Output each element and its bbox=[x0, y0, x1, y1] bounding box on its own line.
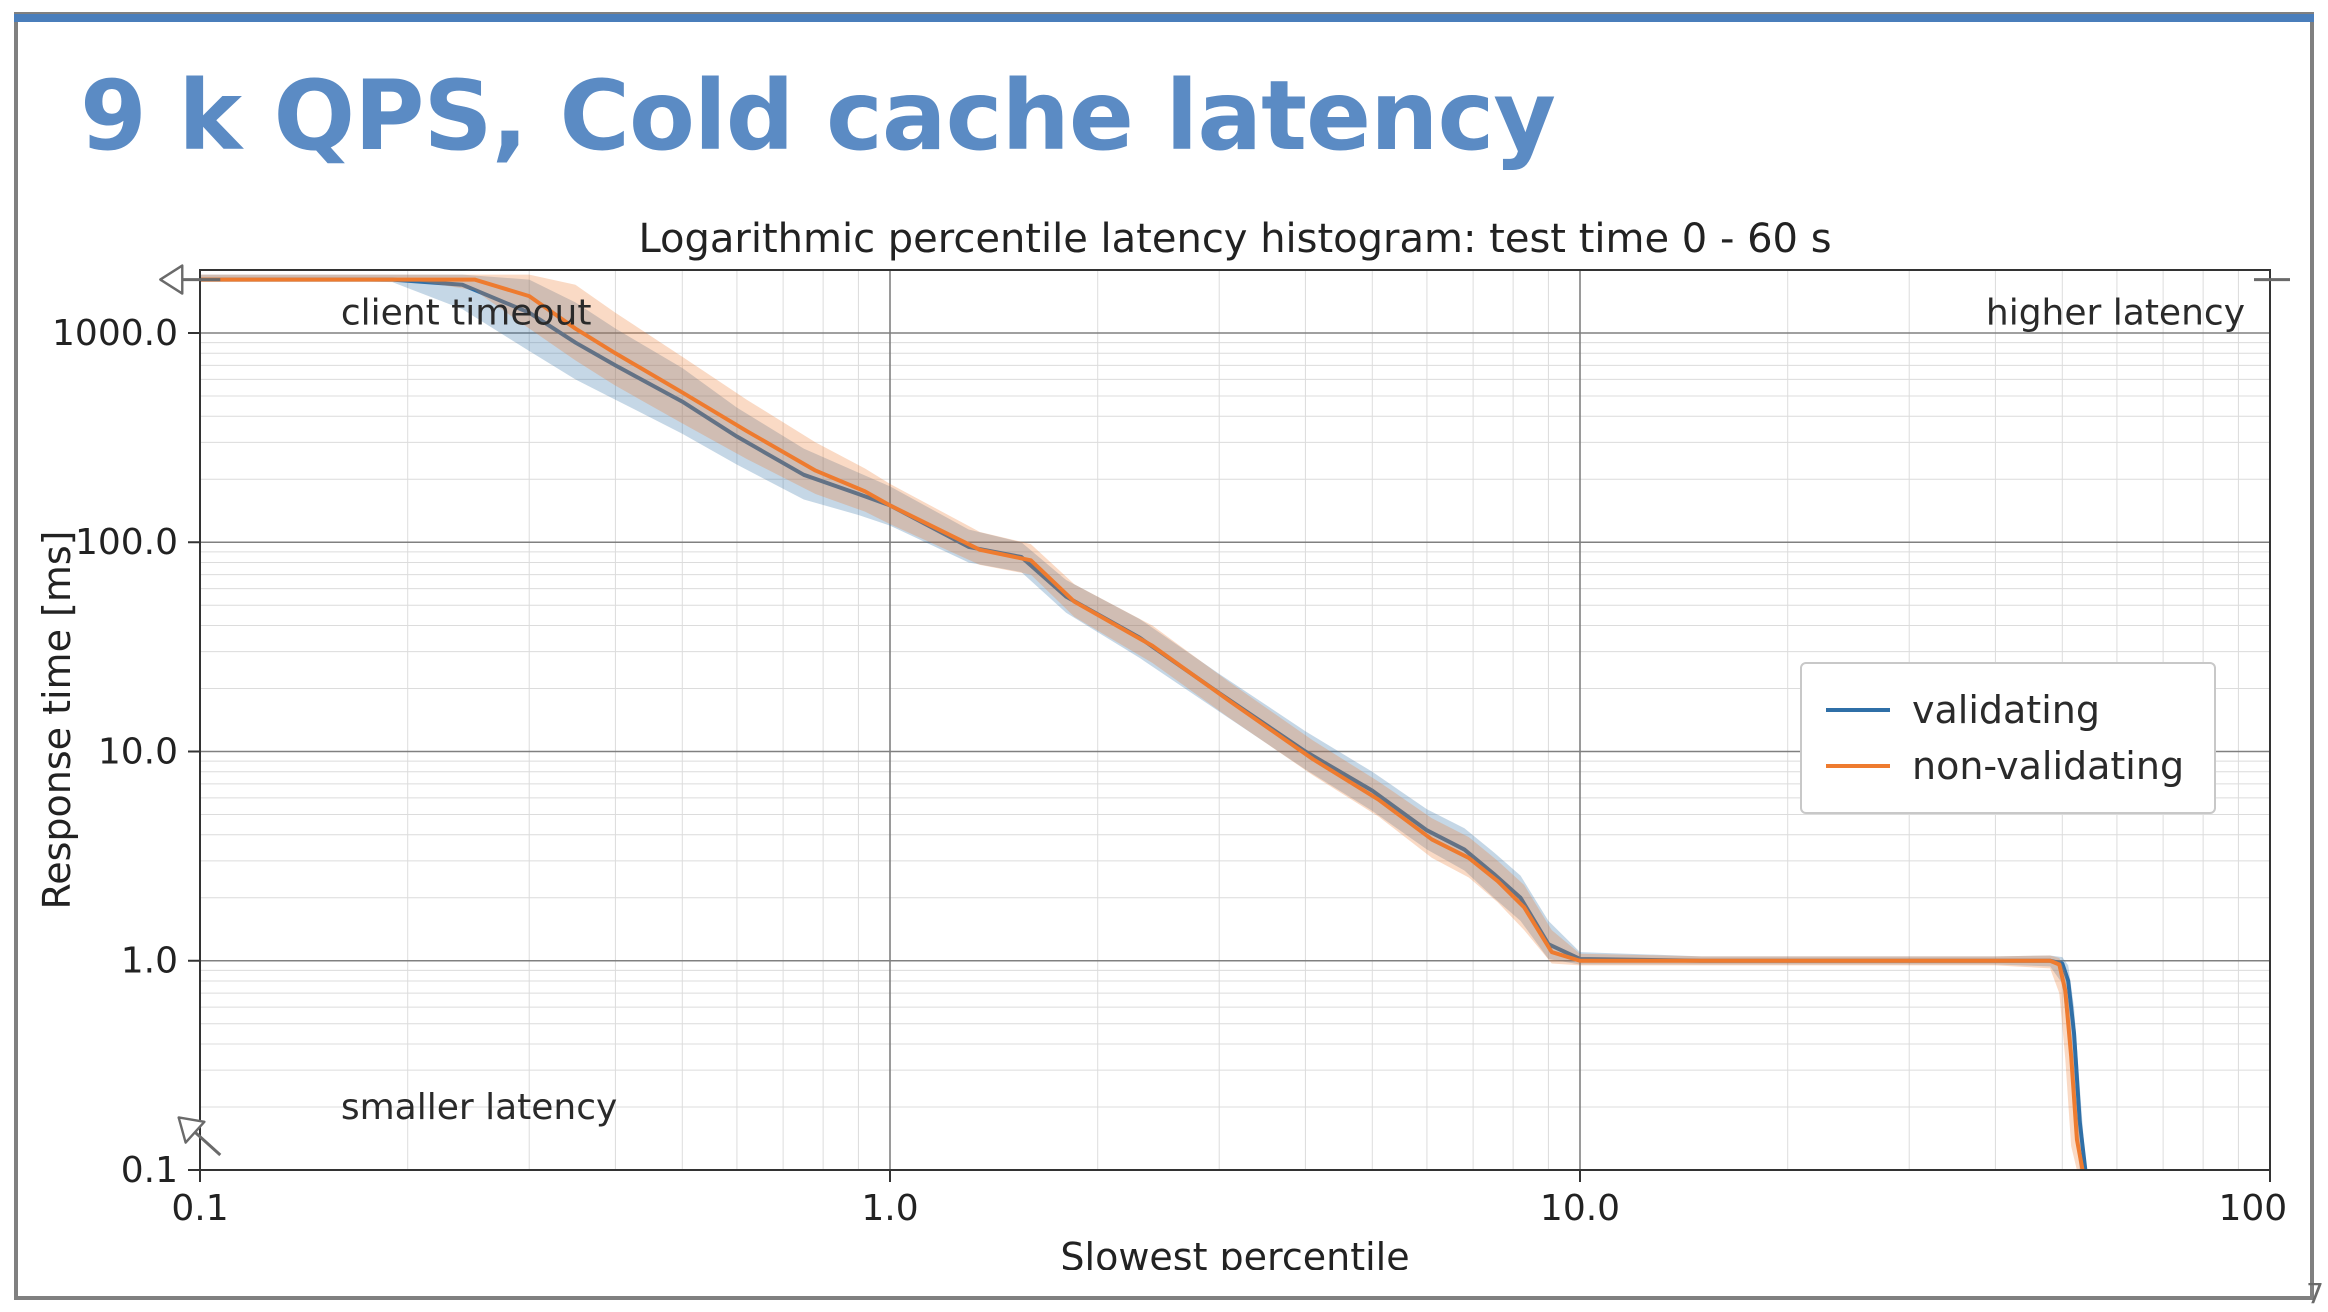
page-title: 9 k QPS, Cold cache latency bbox=[80, 60, 1555, 172]
svg-text:client timeout: client timeout bbox=[341, 292, 592, 333]
legend-swatch-validating bbox=[1826, 708, 1890, 712]
svg-text:Logarithmic percentile latency: Logarithmic percentile latency histogram… bbox=[638, 216, 1831, 262]
page-number: 7 bbox=[2306, 1277, 2324, 1310]
svg-text:0.1: 0.1 bbox=[171, 1188, 228, 1229]
svg-text:Response time [ms]: Response time [ms] bbox=[35, 531, 79, 910]
top-accent-bar bbox=[14, 14, 2314, 22]
svg-text:Slowest percentile: Slowest percentile bbox=[1060, 1235, 1409, 1270]
svg-text:higher latency: higher latency bbox=[1986, 292, 2245, 333]
svg-text:100.0: 100.0 bbox=[2218, 1188, 2290, 1229]
svg-text:smaller latency: smaller latency bbox=[341, 1087, 618, 1128]
svg-text:100.0: 100.0 bbox=[75, 522, 178, 563]
svg-text:0.1: 0.1 bbox=[121, 1150, 178, 1191]
svg-text:10.0: 10.0 bbox=[1540, 1188, 1620, 1229]
svg-text:1.0: 1.0 bbox=[861, 1188, 918, 1229]
svg-text:1000.0: 1000.0 bbox=[52, 313, 178, 354]
legend-swatch-non-validating bbox=[1826, 764, 1890, 768]
chart-area: 0.1 1.0 10.0 100.0 0.1 1.0 10.0 100.0 1000.0 Slow… bbox=[30, 210, 2290, 1270]
svg-text:1.0: 1.0 bbox=[121, 941, 178, 982]
legend-item-non-validating: non-validating bbox=[1826, 738, 2184, 794]
legend-label-validating: validating bbox=[1912, 688, 2100, 732]
legend-label-non-validating: non-validating bbox=[1912, 744, 2184, 788]
legend-item-validating: validating bbox=[1826, 682, 2184, 738]
svg-text:10.0: 10.0 bbox=[98, 731, 178, 772]
legend: validating non-validating bbox=[1800, 662, 2216, 814]
